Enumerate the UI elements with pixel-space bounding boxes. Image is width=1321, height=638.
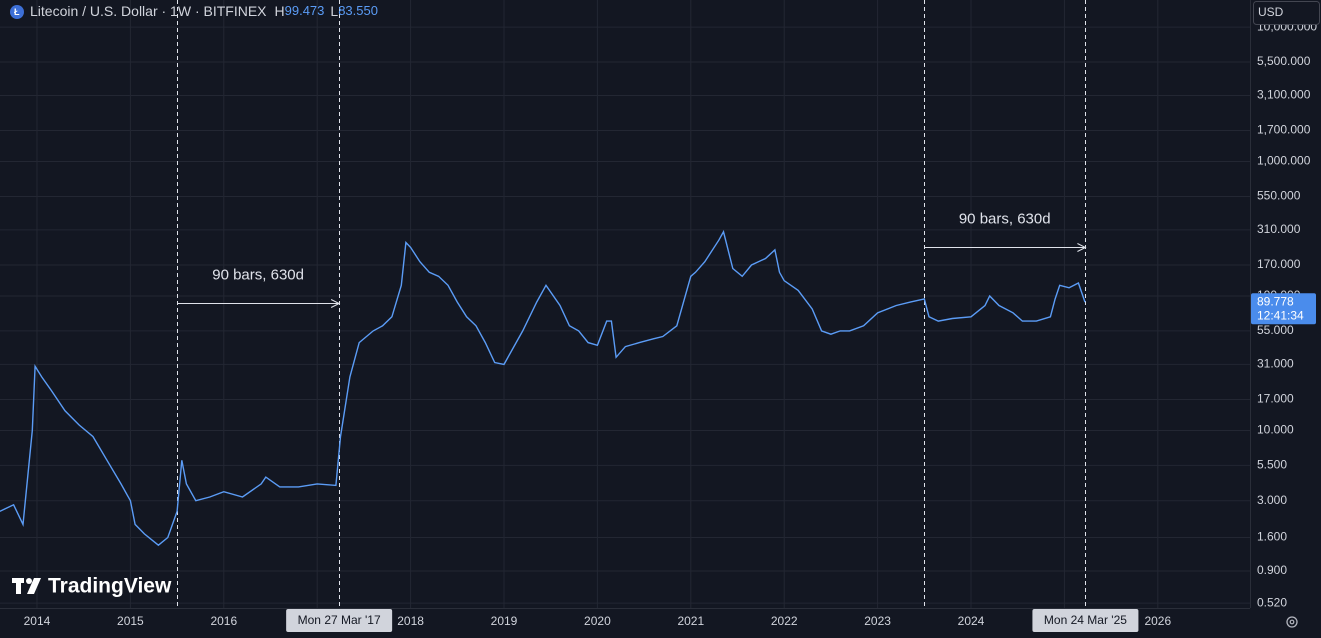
x-tick-label: 2023 (864, 614, 891, 628)
y-tick-label: 31.000 (1257, 357, 1294, 371)
x-tick-label: 2019 (491, 614, 518, 628)
crosshair-date-box (1032, 609, 1139, 632)
y-tick-label: 5.500 (1257, 458, 1287, 472)
y-tick-label: 170.000 (1257, 257, 1301, 271)
y-tick-label: 0.520 (1257, 595, 1287, 609)
y-tick-label: 1,000.000 (1257, 154, 1311, 168)
crosshair-date-box (286, 609, 393, 632)
price-line (0, 229, 1086, 547)
y-tick-label: 17.000 (1257, 392, 1294, 406)
settings-icon-center (1289, 619, 1295, 625)
logo-slash (27, 578, 41, 594)
header-line: Litecoin / U.S. Dollar · 1W · BITFINEX H9… (30, 3, 378, 19)
x-tick-label: 2020 (584, 614, 611, 628)
x-tick-label: 2018 (397, 614, 424, 628)
x-tick-label: 2021 (677, 614, 704, 628)
x-tick-label: 2016 (210, 614, 237, 628)
x-tick-label: 2014 (24, 614, 51, 628)
x-tick-label: 2015 (117, 614, 144, 628)
y-tick-label: 10.000 (1257, 423, 1294, 437)
y-tick-label: 1,700.000 (1257, 123, 1311, 137)
y-tick-label: 3.000 (1257, 493, 1287, 507)
coin-icon (10, 5, 24, 19)
crosshair-date: Mon 27 Mar '17 (298, 613, 381, 627)
arrow-head (1077, 243, 1087, 252)
low-label: L (330, 3, 338, 19)
currency-box[interactable] (1253, 1, 1320, 25)
crosshair-date: Mon 24 Mar '25 (1044, 613, 1127, 627)
logo-dot (26, 578, 32, 584)
y-tick-label: 550.000 (1257, 189, 1301, 203)
symbol-title: Litecoin / U.S. Dollar · 1W · BITFINEX (30, 3, 267, 19)
x-tick-label: 2022 (771, 614, 798, 628)
logo-stem (16, 578, 21, 594)
y-tick-label: 55.000 (1257, 323, 1294, 337)
y-tick-label: 3,100.000 (1257, 88, 1311, 102)
high-value: 99.473 (285, 3, 325, 18)
coin-icon-letter: Ł (14, 7, 20, 17)
range-label: 90 bars, 630d (959, 210, 1051, 227)
x-tick-label: 2024 (958, 614, 985, 628)
last-price-box (1251, 293, 1316, 325)
y-tick-label: 310.000 (1257, 222, 1301, 236)
high-label: H (275, 3, 285, 19)
arrow-head (330, 299, 341, 308)
currency[interactable]: USD (1258, 5, 1284, 19)
y-tick-label: 1.600 (1257, 530, 1287, 544)
y-tick-label: 0.900 (1257, 563, 1287, 577)
low-value: 83.550 (338, 3, 378, 18)
y-tick-label: 5,500.000 (1257, 54, 1311, 68)
last-price: 89.778 (1257, 294, 1294, 308)
countdown: 12:41:34 (1257, 308, 1304, 322)
x-tick-label: 2026 (1144, 614, 1171, 628)
settings-icon[interactable] (1286, 616, 1298, 628)
watermark: TradingView (48, 575, 172, 598)
range-label: 90 bars, 630d (212, 266, 304, 283)
